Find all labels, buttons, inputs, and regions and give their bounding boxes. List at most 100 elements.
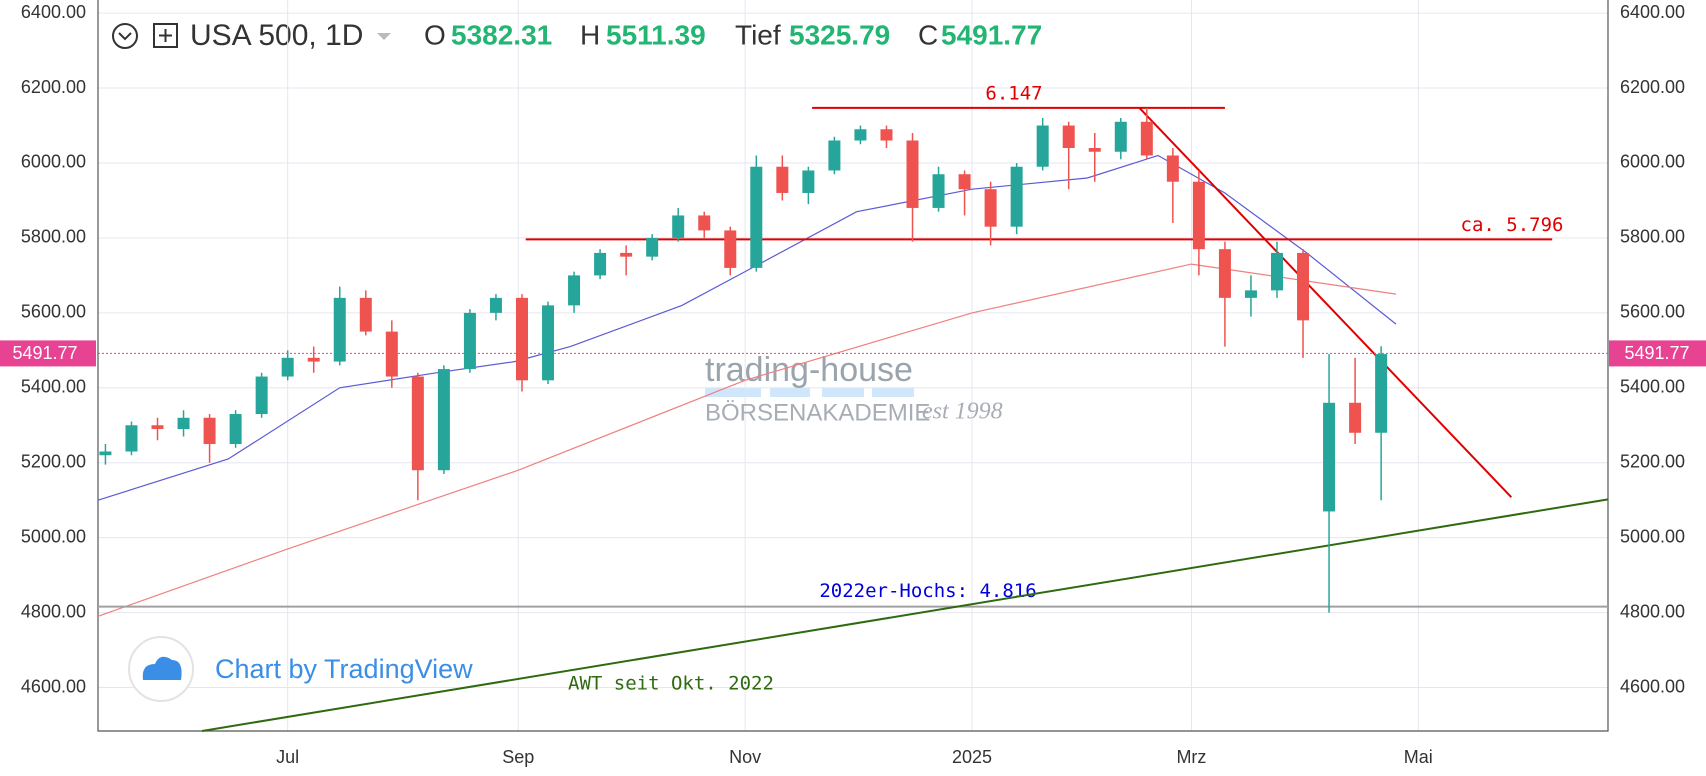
ohlc-label: Tief [735, 19, 781, 50]
ohlc-value: 5491.77 [941, 19, 1042, 50]
ohlc-value: 5325.79 [789, 19, 890, 50]
candle-body [1036, 125, 1049, 167]
candle-body [463, 312, 476, 370]
tv-logo [142, 656, 182, 680]
watermark-bar [705, 388, 761, 397]
credit: Chart by TradingView [215, 654, 473, 684]
candle-body [177, 417, 190, 430]
y-tick-label: 5600.00 [21, 302, 86, 322]
y-tick-label: 6200.00 [1620, 77, 1685, 97]
candle-body [489, 297, 502, 313]
y-tick-label: 5200.00 [21, 451, 86, 471]
candle-body [906, 140, 919, 208]
plus [159, 29, 172, 42]
y-tick-label: 5600.00 [1620, 302, 1685, 322]
collapse-icon[interactable] [112, 23, 138, 49]
x-tick-label: Sep [502, 747, 534, 767]
y-tick-label: 6400.00 [21, 2, 86, 22]
y-tick-label: 5000.00 [1620, 526, 1685, 546]
chevron [118, 32, 132, 41]
candle-body [984, 189, 997, 227]
trend-line [1138, 107, 1513, 498]
compare-icon[interactable] [153, 23, 178, 48]
candle-body [932, 174, 945, 208]
watermark-est: est 1998 [922, 399, 1003, 425]
candle-body [1375, 354, 1388, 433]
y-tick-label: 4800.00 [21, 601, 86, 621]
candle-body [958, 174, 971, 190]
y-tick-label: 4600.00 [21, 676, 86, 696]
x-tick-label: Jul [276, 747, 299, 767]
y-tick-label: 5200.00 [1620, 451, 1685, 471]
y-tick-label: 5800.00 [21, 227, 86, 247]
candle-body [1088, 147, 1101, 152]
symbol[interactable]: USA 500, 1D [190, 19, 363, 52]
moving-average [97, 154, 1397, 501]
y-tick-label: 4600.00 [1620, 676, 1685, 696]
y-tick-label: 6000.00 [1620, 152, 1685, 172]
candle-body [698, 215, 711, 231]
ohlc-value: 5511.39 [606, 19, 706, 50]
y-tick-label: 6200.00 [21, 77, 86, 97]
dropdown[interactable] [377, 33, 391, 40]
price-tag [0, 340, 96, 367]
candle-body [1192, 181, 1205, 250]
candle-body [1323, 402, 1336, 512]
x-tick-label: Mrz [1176, 747, 1206, 767]
candle-body [229, 414, 242, 444]
level-label: ca. 5.796 [1461, 214, 1564, 236]
candle-body [515, 297, 528, 381]
ohlc-label: C [918, 19, 938, 50]
x-tick-label: 2025 [952, 747, 992, 767]
candle-body [359, 297, 372, 332]
candle-body [307, 357, 320, 362]
candle-body [333, 297, 346, 362]
candle-body [1349, 402, 1362, 433]
candle-body [255, 376, 268, 415]
price-tag-label: 5491.77 [12, 343, 77, 363]
candle-body [1062, 125, 1075, 148]
price-tag [1609, 340, 1706, 367]
candle-body [1114, 121, 1127, 152]
candle-body [620, 252, 633, 257]
y-tick-label: 5000.00 [21, 526, 86, 546]
candle-body [1218, 249, 1231, 298]
candle-body [99, 451, 112, 456]
watermark-bar [822, 388, 864, 397]
candle-body [385, 331, 398, 377]
candle-body [672, 215, 685, 238]
candle-body [125, 425, 138, 452]
header: USA 500, 1D [112, 19, 391, 52]
candle-body [594, 252, 607, 276]
ohlc-value: 5382.31 [451, 19, 552, 50]
candle-body [281, 357, 294, 377]
watermark-bar [770, 388, 810, 397]
x-tick-label: Nov [729, 747, 761, 767]
candle-body [203, 417, 216, 444]
x-tick-label: Mai [1404, 747, 1433, 767]
candle-body [437, 369, 450, 471]
candle-body [750, 166, 763, 268]
level-label: 2022er-Hochs: 4.816 [819, 580, 1036, 602]
y-tick-label: 4800.00 [1620, 601, 1685, 621]
candle-body [854, 129, 867, 141]
candle-body [411, 376, 424, 471]
ohlc-label: O [424, 19, 446, 50]
candle-body [1166, 155, 1179, 182]
candle-body [1270, 252, 1283, 291]
candle-body [776, 166, 789, 193]
candle-body [542, 305, 555, 381]
y-tick-label: 5800.00 [1620, 227, 1685, 247]
candle-body [724, 230, 737, 268]
candle-body [151, 425, 164, 430]
candle-body [880, 129, 893, 141]
trend-line [201, 498, 1609, 732]
trend-label: AWT seit Okt. 2022 [568, 673, 774, 695]
candle-body [1010, 166, 1023, 227]
moving-average [97, 263, 1397, 617]
price-tag-label: 5491.77 [1624, 343, 1689, 363]
candle-body [1140, 121, 1153, 156]
y-tick-label: 6400.00 [1620, 2, 1685, 22]
